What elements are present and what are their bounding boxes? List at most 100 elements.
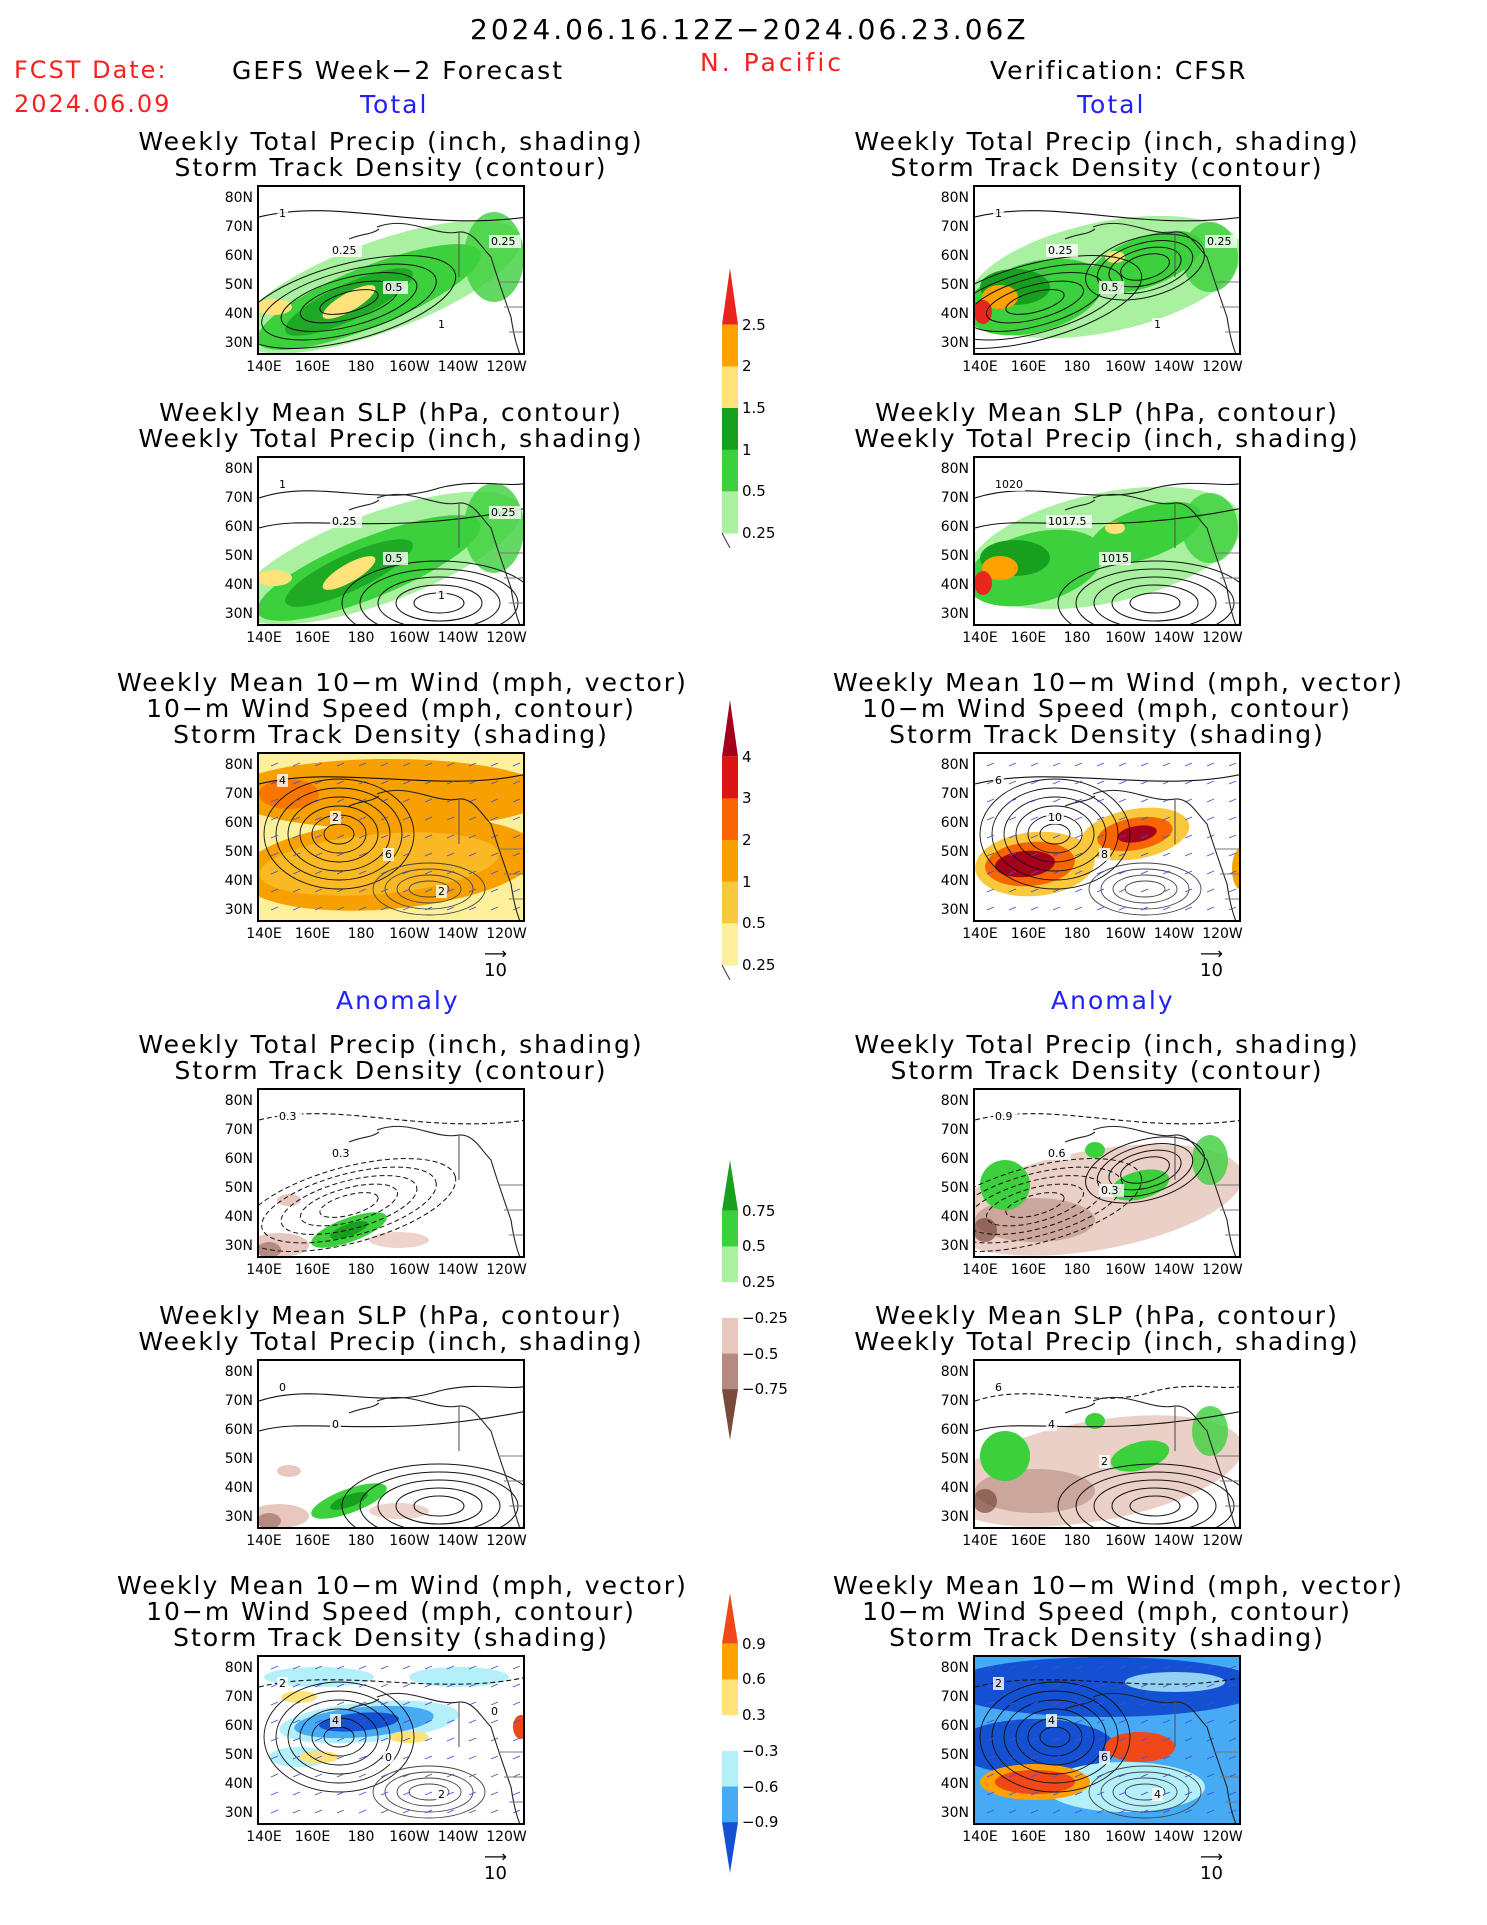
contour-label: 4: [1048, 1714, 1055, 1727]
lat-tick-label: 60N: [224, 1718, 253, 1734]
lat-tick-label: 40N: [940, 1776, 969, 1792]
map-panel: 0.3 0.3: [257, 1088, 525, 1258]
lon-tick-label: 140E: [962, 1262, 998, 1278]
colorbar-tick-label: 3: [742, 789, 752, 808]
colorbar-tick-label: 0.5: [742, 914, 766, 933]
lon-tick-label: 140W: [437, 359, 479, 375]
colorbar-tick-label: 0.9: [742, 1634, 766, 1653]
colorbar-tick-label: 1: [742, 872, 752, 891]
map-panel: 2 4 6 4: [973, 1655, 1241, 1825]
contour-label: 2: [279, 1677, 286, 1690]
contour-label: 0.25: [332, 515, 357, 528]
contour-label: 0: [491, 1705, 498, 1718]
panel-title-line: Storm Track Density (contour): [890, 1056, 1324, 1085]
lat-tick-label: 30N: [224, 1509, 253, 1525]
contour-label: 2: [995, 1677, 1002, 1690]
lon-tick-label: 120W: [1202, 1829, 1243, 1845]
contour-label: 4: [279, 774, 286, 787]
colorbar-tick-label: 0.3: [742, 1706, 766, 1725]
panel-title-line: Storm Track Density (shading): [173, 720, 609, 749]
lat-tick-label: 40N: [224, 1209, 253, 1225]
panel-title-line: Weekly Total Precip (inch, shading): [854, 1030, 1360, 1059]
lon-tick-label: 160W: [389, 1829, 430, 1845]
lat-tick-label: 30N: [224, 335, 253, 351]
lon-tick-label: 160W: [389, 630, 430, 646]
lat-tick-label: 30N: [940, 1805, 969, 1821]
lat-tick-label: 40N: [224, 306, 253, 322]
lat-tick-label: 70N: [940, 219, 969, 235]
panel-title-line: Storm Track Density (shading): [889, 1623, 1325, 1652]
map-plot: 1020 1017.5 1015: [975, 478, 1239, 624]
map-panel: 1 0.25 0.5 1 0.25: [257, 185, 525, 355]
lat-tick-label: 40N: [940, 577, 969, 593]
map-panel: 1 0.25 0.5 1 0.25: [257, 456, 525, 626]
lon-tick-label: 160W: [1105, 1829, 1146, 1845]
lon-tick-label: 120W: [486, 926, 527, 942]
lat-tick-label: 50N: [224, 1747, 253, 1763]
lat-tick-label: 50N: [224, 1451, 253, 1467]
lon-tick-label: 120W: [1202, 1533, 1243, 1549]
panel-title-line: Weekly Mean 10−m Wind (mph, vector): [833, 668, 1404, 697]
fcst-date-value: 2024.06.09: [14, 90, 172, 118]
lat-tick-label: 50N: [940, 844, 969, 860]
contour-label: 0.25: [332, 244, 357, 257]
lat-tick-label: 80N: [940, 1660, 969, 1676]
vector-reference-value: 10: [1200, 1863, 1223, 1884]
map-plot: 0.3 0.3: [259, 1110, 523, 1256]
lon-tick-label: 160E: [1010, 1829, 1047, 1845]
vector-reference: ⟶ 10: [484, 944, 507, 982]
panel-title-line: Weekly Mean 10−m Wind (mph, vector): [117, 1571, 688, 1600]
colorbar-tick-label: 0.5: [742, 1237, 766, 1256]
contour-label: 2: [438, 1788, 445, 1801]
lon-tick-label: 180: [347, 1829, 375, 1845]
panel-title-line: Storm Track Density (shading): [173, 1623, 609, 1652]
lat-tick-label: 80N: [224, 1093, 253, 1109]
lon-tick-label: 140W: [1153, 1262, 1195, 1278]
lon-tick-label: 180: [1063, 630, 1091, 646]
panel-title-line: Weekly Total Precip (inch, shading): [854, 424, 1360, 453]
panel-title-line: Weekly Total Precip (inch, shading): [138, 127, 644, 156]
colorbar-tick-label: −0.6: [742, 1777, 779, 1796]
vector-reference: ⟶ 10: [1200, 944, 1223, 982]
left-column-title: GEFS Week−2 Forecast: [232, 56, 565, 85]
lat-tick-label: 60N: [224, 1151, 253, 1167]
lat-tick-label: 40N: [224, 873, 253, 889]
vector-reference-value: 10: [484, 960, 507, 981]
contour-label: 0.3: [279, 1110, 297, 1123]
lon-tick-label: 160W: [389, 1262, 430, 1278]
lat-tick-label: 80N: [940, 461, 969, 477]
contour-label: 0: [385, 1751, 392, 1764]
contour-label: 0.5: [385, 552, 403, 565]
colorbar-tick-label: −0.75: [742, 1380, 788, 1399]
contour-label: 2: [1101, 1455, 1108, 1468]
panel-title-line: Weekly Mean SLP (hPa, contour): [875, 1301, 1339, 1330]
contour-label: 6: [995, 774, 1002, 787]
contour-label: 1: [438, 318, 445, 331]
lat-tick-label: 70N: [940, 1689, 969, 1705]
left-total-label: Total: [360, 90, 429, 119]
map-plot: 2 4 0 2 0: [259, 1665, 523, 1823]
map-panel: 1020 1017.5 1015: [973, 456, 1241, 626]
lat-tick-label: 60N: [940, 248, 969, 264]
lon-tick-label: 160E: [294, 926, 331, 942]
lon-tick-label: 120W: [1202, 926, 1243, 942]
lat-tick-label: 50N: [224, 277, 253, 293]
colorbar-tick-label: 0.6: [742, 1670, 766, 1689]
lat-tick-label: 70N: [940, 490, 969, 506]
map-plot: 1 0.25 0.5 1 0.25: [975, 207, 1239, 353]
lon-tick-label: 140W: [437, 630, 479, 646]
lon-tick-label: 160W: [1105, 926, 1146, 942]
contour-label: 1: [438, 589, 445, 602]
lon-tick-label: 180: [1063, 359, 1091, 375]
lat-tick-label: 50N: [940, 1451, 969, 1467]
contour-label: 0.9: [995, 1110, 1013, 1123]
colorbar-tick-label: 2.5: [742, 315, 766, 334]
lat-tick-label: 70N: [940, 1393, 969, 1409]
lon-tick-label: 160E: [294, 1262, 331, 1278]
lon-tick-label: 140E: [962, 359, 998, 375]
lat-tick-label: 60N: [224, 248, 253, 264]
lon-tick-label: 120W: [1202, 359, 1243, 375]
lon-tick-label: 160E: [294, 1829, 331, 1845]
map-panel: 4 2 6 2: [257, 752, 525, 922]
lat-tick-label: 80N: [224, 757, 253, 773]
